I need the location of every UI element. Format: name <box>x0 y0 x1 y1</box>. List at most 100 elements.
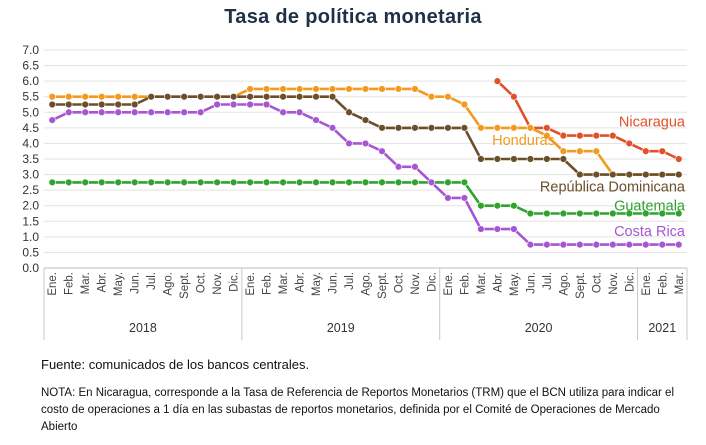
data-point <box>213 178 221 187</box>
data-point <box>592 240 601 249</box>
data-point <box>130 178 139 187</box>
data-point <box>48 93 56 101</box>
x-tick-label: Mar. <box>80 272 92 294</box>
data-point <box>246 178 254 187</box>
data-point <box>526 240 535 249</box>
series-label: Honduras <box>492 133 555 149</box>
data-point <box>559 240 568 249</box>
data-point <box>576 170 584 179</box>
series-costa-rica <box>48 100 683 249</box>
data-point <box>642 209 650 218</box>
data-point <box>510 202 518 210</box>
data-point <box>345 85 353 93</box>
data-point <box>592 147 601 155</box>
series-line <box>52 87 679 176</box>
data-point <box>246 85 254 93</box>
data-point <box>81 93 89 101</box>
data-point <box>163 178 172 187</box>
series-label: Costa Rica <box>614 224 686 240</box>
data-point <box>361 178 370 187</box>
year-label: 2019 <box>327 321 355 335</box>
x-tick-label: Abr. <box>97 272 109 292</box>
y-tick-label: 1.0 <box>22 230 39 244</box>
data-point <box>98 100 106 109</box>
y-tick-label: 3.0 <box>22 168 39 182</box>
x-tick-label: Abr. <box>492 272 504 292</box>
data-point <box>675 170 683 179</box>
x-tick-label: May. <box>113 272 125 296</box>
x-tick-label: Ene. <box>47 272 59 296</box>
data-point <box>48 116 56 124</box>
series-label: Nicaragua <box>619 114 686 130</box>
data-point <box>163 93 172 101</box>
data-point <box>361 85 370 93</box>
data-point <box>180 178 188 187</box>
data-point <box>345 108 353 116</box>
x-tick-label: May. <box>311 272 323 296</box>
data-point <box>427 178 436 187</box>
x-tick-label: Sept. <box>179 272 191 299</box>
y-tick-label: 2.0 <box>22 199 39 213</box>
data-point <box>328 93 337 101</box>
y-tick-label: 3.5 <box>22 152 39 166</box>
data-point <box>460 100 469 109</box>
data-point <box>312 116 320 124</box>
data-point <box>213 93 221 101</box>
data-point <box>493 77 502 85</box>
data-point <box>65 178 73 187</box>
data-point <box>394 178 403 187</box>
data-point <box>642 170 650 179</box>
data-point <box>559 147 568 155</box>
data-point <box>543 155 551 163</box>
data-point <box>444 93 452 101</box>
x-tick-label: Ene. <box>641 272 653 296</box>
x-tick-label: Nov. <box>212 272 224 295</box>
x-tick-label: Jun. <box>130 272 142 294</box>
data-point <box>196 93 205 101</box>
data-point <box>444 178 452 187</box>
data-point <box>361 139 370 148</box>
series-guatemala <box>48 178 683 218</box>
data-point <box>279 93 287 101</box>
x-tick-label: May. <box>509 272 521 296</box>
data-point <box>394 85 403 93</box>
x-tick-label: Feb. <box>657 272 669 295</box>
data-point <box>312 93 320 101</box>
data-point <box>262 85 271 93</box>
x-tick-label: Feb. <box>64 272 76 295</box>
data-point <box>246 100 254 109</box>
data-point <box>98 178 106 187</box>
data-point <box>493 202 502 210</box>
series-nicaragua <box>493 77 683 163</box>
data-point <box>477 124 485 132</box>
data-point <box>526 124 535 132</box>
data-point <box>328 178 337 187</box>
data-point <box>658 240 666 249</box>
x-tick-label: Oct. <box>393 272 405 293</box>
y-tick-label: 0.0 <box>22 261 39 275</box>
data-point <box>559 155 568 163</box>
data-point <box>262 100 271 109</box>
x-tick-label: Jul. <box>542 272 554 290</box>
x-tick-label: Jun. <box>328 272 340 294</box>
data-point <box>642 147 650 155</box>
x-tick-label: Sept. <box>377 272 389 299</box>
data-point <box>295 178 304 187</box>
data-point <box>48 100 56 109</box>
data-point <box>526 155 535 163</box>
x-tick-label: Dic. <box>426 272 438 292</box>
y-tick-label: 4.5 <box>22 121 39 135</box>
series-label: República Dominicana <box>540 180 686 196</box>
data-point <box>312 85 320 93</box>
data-point <box>114 178 122 187</box>
series-labels: Nicaragua Honduras República Dominicana Gua… <box>492 114 686 240</box>
data-point <box>65 93 73 101</box>
data-point <box>444 124 452 132</box>
data-point <box>295 93 304 101</box>
data-point <box>576 131 584 140</box>
x-tick-label: Dic. <box>229 272 241 292</box>
data-point <box>559 209 568 218</box>
data-point <box>378 178 386 187</box>
data-point <box>213 100 221 109</box>
x-tick-label: Sept. <box>575 272 587 299</box>
